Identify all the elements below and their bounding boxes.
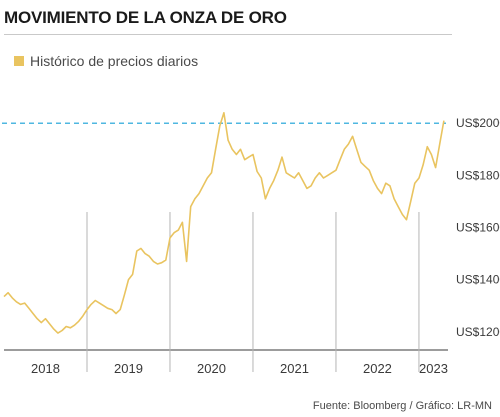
- x-tick-label: 2018: [31, 361, 60, 376]
- y-tick-label: US$1800: [456, 168, 500, 182]
- x-tick-label: 2022: [363, 361, 392, 376]
- title-divider: [4, 34, 452, 35]
- x-tick-label: 2020: [197, 361, 226, 376]
- legend: Histórico de precios diarios: [14, 53, 198, 69]
- source-credit: Fuente: Bloomberg / Gráfico: LR-MN: [312, 400, 492, 412]
- price-series-line: [3, 112, 445, 334]
- y-tick-label: US$1400: [456, 273, 500, 287]
- chart-title: MOVIMIENTO DE LA ONZA DE ORO: [4, 8, 287, 27]
- legend-label: Histórico de precios diarios: [30, 53, 199, 69]
- x-tick-label: 2021: [280, 361, 309, 376]
- y-tick-label: US$1600: [456, 221, 500, 235]
- x-tick-label: 2019: [114, 361, 143, 376]
- y-tick-label: US$2000: [456, 116, 500, 130]
- x-tick-label: 2023: [419, 361, 448, 376]
- y-tick-label: US$1200: [456, 325, 500, 339]
- legend-swatch: [14, 56, 24, 66]
